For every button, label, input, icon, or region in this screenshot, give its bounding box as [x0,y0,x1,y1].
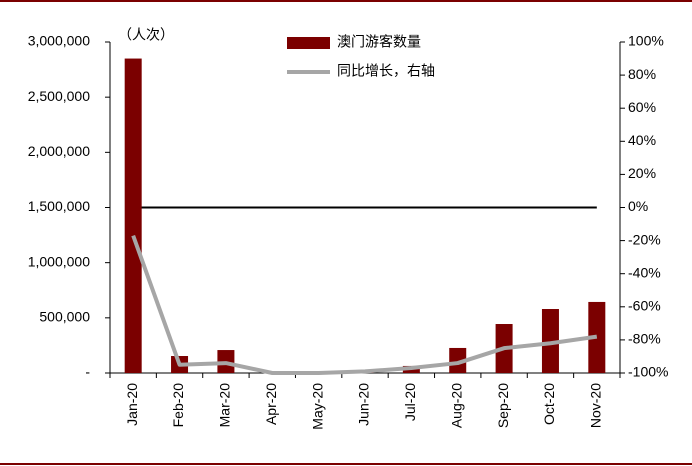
x-tick-label: May-20 [309,383,325,430]
y2-tick-label: 20% [628,165,656,181]
x-tick-label: Mar-20 [217,383,233,428]
x-tick-label: Feb-20 [170,383,186,428]
x-tick-label: Nov-20 [588,383,604,428]
y-tick-label: 1,000,000 [28,253,90,269]
y2-tick-label: -20% [628,231,661,247]
y2-tick-label: 80% [628,66,656,82]
y2-tick-label: 100% [628,33,664,49]
legend-label: 澳门游客数量 [337,34,421,50]
y-tick-label: 2,000,000 [28,143,90,159]
bar [449,347,467,373]
y-tick-label: 3,000,000 [28,33,90,49]
legend-label: 同比增长，右轴 [337,63,435,79]
x-tick-label: Jun-20 [356,383,372,426]
x-tick-label: Apr-20 [263,383,279,425]
x-tick-label: Aug-20 [448,383,464,428]
y2-tick-label: -40% [628,264,661,280]
line [131,234,598,375]
y-tick-label: - [85,364,90,380]
y-tick-label: 500,000 [39,309,90,325]
y2-tick-label: -100% [628,364,668,380]
bar [124,58,142,374]
bar [541,309,559,373]
y2-tick-label: 0% [628,198,648,214]
x-tick-label: Oct-20 [541,383,557,425]
y2-tick-label: -80% [628,331,661,347]
y2-tick-label: -60% [628,298,661,314]
x-tick-label: Sep-20 [495,383,511,428]
legend-swatch [287,37,330,49]
x-tick-label: Jan-20 [124,383,140,426]
y2-tick-label: 40% [628,132,656,148]
y-tick-label: 1,500,000 [28,198,90,214]
x-tick-label: Jul-20 [402,383,418,421]
y2-tick-label: 60% [628,99,656,115]
y-tick-label: 2,500,000 [28,88,90,104]
axis-label: （人次） [118,27,174,43]
